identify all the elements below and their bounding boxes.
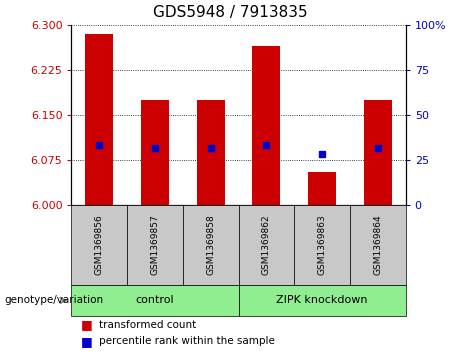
Bar — [197, 100, 225, 205]
Bar — [85, 34, 113, 205]
Text: genotype/variation: genotype/variation — [5, 295, 104, 305]
Text: ■: ■ — [81, 335, 92, 348]
Text: GSM1369858: GSM1369858 — [206, 215, 215, 276]
Text: GSM1369862: GSM1369862 — [262, 215, 271, 276]
Text: transformed count: transformed count — [99, 320, 196, 330]
Bar — [141, 100, 169, 205]
Text: GDS5948 / 7913835: GDS5948 / 7913835 — [153, 5, 308, 20]
Bar — [308, 172, 336, 205]
Text: GSM1369864: GSM1369864 — [373, 215, 382, 276]
Text: percentile rank within the sample: percentile rank within the sample — [99, 336, 275, 346]
Text: GSM1369856: GSM1369856 — [95, 215, 104, 276]
Text: control: control — [136, 295, 174, 305]
Bar — [364, 100, 392, 205]
Text: GSM1369863: GSM1369863 — [318, 215, 327, 276]
Text: ■: ■ — [81, 318, 92, 331]
Bar — [253, 46, 280, 205]
Text: GSM1369857: GSM1369857 — [150, 215, 160, 276]
Text: ZIPK knockdown: ZIPK knockdown — [277, 295, 368, 305]
